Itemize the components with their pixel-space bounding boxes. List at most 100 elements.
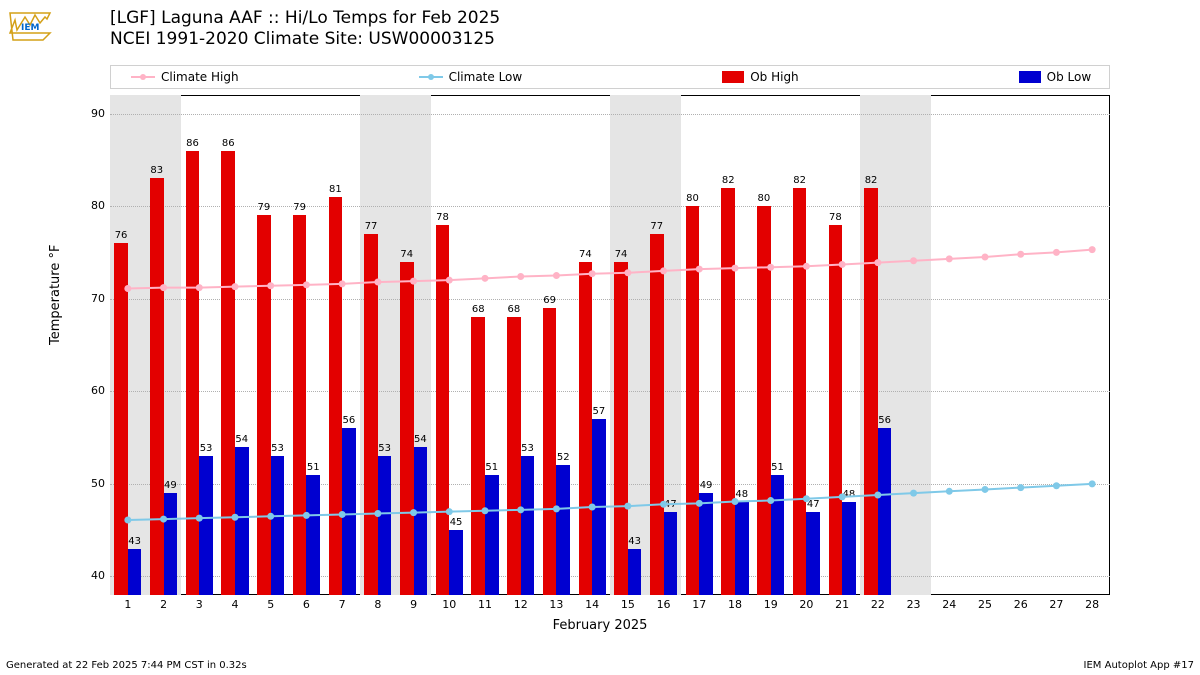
- svg-text:IEM: IEM: [21, 23, 39, 33]
- ob-low-bar-label: 53: [194, 443, 218, 454]
- ob-high-bar: [221, 151, 235, 595]
- x-tick-label: 12: [511, 598, 531, 611]
- ob-high-bar-label: 82: [859, 175, 883, 186]
- ob-high-bar-label: 83: [145, 165, 169, 176]
- ob-high-bar: [436, 225, 450, 595]
- legend-climate-low: Climate Low: [419, 70, 523, 84]
- x-tick-label: 25: [975, 598, 995, 611]
- ob-low-bar-label: 51: [301, 462, 325, 473]
- ob-high-bar-label: 79: [252, 202, 276, 213]
- x-tick-label: 17: [689, 598, 709, 611]
- ob-low-bar-label: 53: [373, 443, 397, 454]
- ob-high-bar: [686, 206, 700, 595]
- ob-high-bar: [864, 188, 878, 595]
- ob-low-bar-label: 43: [623, 536, 647, 547]
- ob-high-bar-label: 77: [359, 221, 383, 232]
- ob-low-bar: [128, 549, 142, 595]
- ob-high-bar: [186, 151, 200, 595]
- ob-low-bar-label: 45: [444, 517, 468, 528]
- legend-label-climate-low: Climate Low: [449, 70, 523, 84]
- ob-high-bar-label: 68: [466, 304, 490, 315]
- ob-high-bar-label: 86: [181, 138, 205, 149]
- ob-low-bar: [699, 493, 713, 595]
- ob-low-bar-label: 47: [801, 499, 825, 510]
- y-tick-label: 50: [91, 477, 105, 490]
- ob-high-bar-label: 86: [216, 138, 240, 149]
- x-tick-label: 18: [725, 598, 745, 611]
- ob-low-bar: [521, 456, 535, 595]
- ob-high-bar-label: 68: [502, 304, 526, 315]
- ob-high-bar: [150, 178, 164, 595]
- x-tick-label: 22: [868, 598, 888, 611]
- ob-high-bar-label: 76: [109, 230, 133, 241]
- ob-low-bar: [235, 447, 249, 595]
- footer-generated: Generated at 22 Feb 2025 7:44 PM CST in …: [6, 660, 247, 671]
- ob-high-bar-label: 78: [823, 212, 847, 223]
- y-axis-label: Temperature °F: [48, 245, 63, 345]
- legend-climate-high: Climate High: [131, 70, 239, 84]
- ob-low-bar: [199, 456, 213, 595]
- ob-low-bar: [306, 475, 320, 595]
- ob-low-bar: [485, 475, 499, 595]
- x-tick-label: 6: [296, 598, 316, 611]
- y-tick-label: 80: [91, 199, 105, 212]
- ob-high-bar: [329, 197, 343, 595]
- legend-swatch-climate-high: [131, 76, 155, 78]
- ob-low-bar-label: 48: [837, 489, 861, 500]
- x-tick-label: 10: [439, 598, 459, 611]
- x-tick-label: 15: [618, 598, 638, 611]
- x-tick-label: 24: [939, 598, 959, 611]
- x-tick-label: 1: [118, 598, 138, 611]
- ob-low-bar-label: 43: [123, 536, 147, 547]
- ob-high-bar: [400, 262, 414, 595]
- weekend-band: [896, 95, 932, 595]
- ob-low-bar: [771, 475, 785, 595]
- legend-swatch-ob-low: [1019, 71, 1041, 83]
- ob-high-bar-label: 69: [538, 295, 562, 306]
- ob-high-bar: [829, 225, 843, 595]
- ob-high-bar: [257, 215, 271, 595]
- ob-low-bar: [735, 502, 749, 595]
- ob-low-bar-label: 51: [480, 462, 504, 473]
- x-tick-label: 28: [1082, 598, 1102, 611]
- ob-low-bar-label: 47: [658, 499, 682, 510]
- footer-app: IEM Autoplot App #17: [1084, 660, 1194, 671]
- ob-low-bar-label: 52: [551, 452, 575, 463]
- y-tick-label: 40: [91, 569, 105, 582]
- ob-low-bar-label: 49: [158, 480, 182, 491]
- title-line-1: [LGF] Laguna AAF :: Hi/Lo Temps for Feb …: [110, 8, 500, 29]
- ob-low-bar: [842, 502, 856, 595]
- ob-high-bar-label: 80: [681, 193, 705, 204]
- ob-low-bar: [164, 493, 178, 595]
- x-tick-label: 26: [1011, 598, 1031, 611]
- ob-low-bar: [414, 447, 428, 595]
- ob-low-bar-label: 51: [766, 462, 790, 473]
- x-tick-label: 7: [332, 598, 352, 611]
- x-tick-label: 9: [404, 598, 424, 611]
- x-tick-label: 8: [368, 598, 388, 611]
- ob-low-bar-label: 54: [230, 434, 254, 445]
- ob-high-bar-label: 77: [645, 221, 669, 232]
- ob-high-bar-label: 78: [431, 212, 455, 223]
- legend-label-climate-high: Climate High: [161, 70, 239, 84]
- ob-low-bar: [592, 419, 606, 595]
- ob-low-bar-label: 57: [587, 406, 611, 417]
- x-tick-label: 4: [225, 598, 245, 611]
- ob-low-bar: [664, 512, 678, 595]
- x-tick-label: 27: [1046, 598, 1066, 611]
- x-tick-label: 3: [189, 598, 209, 611]
- ob-high-bar-label: 82: [788, 175, 812, 186]
- ob-high-bar-label: 74: [395, 249, 419, 260]
- x-tick-label: 20: [796, 598, 816, 611]
- ob-high-bar-label: 79: [288, 202, 312, 213]
- legend-ob-high: Ob High: [722, 70, 798, 84]
- legend-label-ob-low: Ob Low: [1047, 70, 1092, 84]
- ob-high-bar: [471, 317, 485, 595]
- ob-high-bar: [579, 262, 593, 595]
- ob-low-bar-label: 56: [873, 415, 897, 426]
- ob-low-bar: [556, 465, 570, 595]
- legend-label-ob-high: Ob High: [750, 70, 798, 84]
- x-tick-label: 16: [654, 598, 674, 611]
- ob-high-bar-label: 80: [752, 193, 776, 204]
- y-tick-label: 60: [91, 384, 105, 397]
